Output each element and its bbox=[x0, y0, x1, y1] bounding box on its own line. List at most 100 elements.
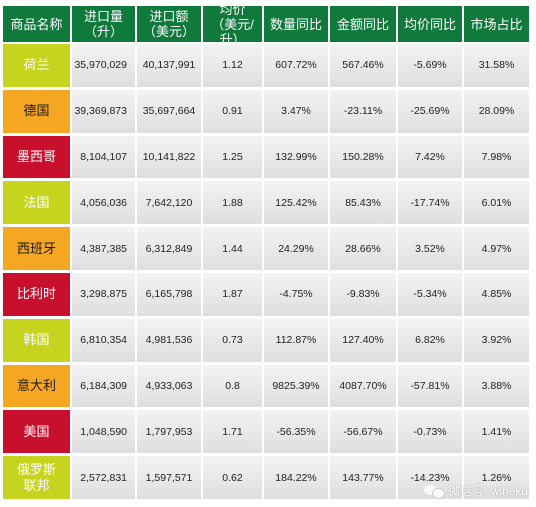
price-cell: 0.91 bbox=[203, 89, 264, 136]
volume-yoy-cell: -56.35% bbox=[264, 410, 330, 457]
header-label: 市场占比 bbox=[470, 17, 522, 32]
country-name-line1: 俄罗斯 bbox=[16, 461, 56, 477]
header-label: 均价同比 bbox=[404, 17, 456, 32]
price-cell: 1.12 bbox=[203, 44, 264, 90]
amount-yoy-cell: 127.40% bbox=[330, 318, 398, 365]
volume-yoy-cell: 112.87% bbox=[264, 318, 330, 365]
price-yoy-cell: 7.42% bbox=[398, 135, 464, 182]
header-line1: 进口量 bbox=[83, 9, 123, 24]
country-name-cell: 比利时 bbox=[3, 272, 72, 319]
header-cell: 均价 （美元/升） bbox=[203, 2, 264, 47]
country-name-line1: 荷兰 bbox=[23, 57, 50, 73]
share-cell: 28.09% bbox=[464, 89, 531, 136]
header-cell: 均价同比 bbox=[398, 6, 464, 44]
header-cell: 数量同比 bbox=[264, 6, 330, 44]
volume-yoy-cell: 24.29% bbox=[264, 227, 330, 273]
header-label: 进口量 （升） bbox=[84, 9, 123, 39]
share-cell: 1.26% bbox=[464, 456, 531, 502]
volume-cell: 3,298,875 bbox=[72, 272, 137, 319]
amount-cell: 4,981,536 bbox=[137, 318, 203, 365]
price-cell: 1.71 bbox=[203, 410, 264, 457]
country-name-cell: 韩国 bbox=[3, 318, 72, 365]
volume-yoy-cell: 3.47% bbox=[264, 89, 330, 136]
volume-cell: 4,056,036 bbox=[72, 181, 137, 228]
import-table: 商品名称 进口量 （升） 进口额 （美元） 均价 （美元/升） 数量同比 金额同比 均价同比 市场占… bbox=[3, 2, 531, 502]
header-cell: 进口额 （美元） bbox=[137, 6, 203, 44]
country-name-line1: 比利时 bbox=[16, 286, 56, 302]
price-yoy-cell: -25.69% bbox=[398, 89, 464, 136]
amount-yoy-cell: 567.46% bbox=[330, 44, 398, 90]
country-name-cell: 美国 bbox=[3, 410, 72, 457]
amount-cell: 4,933,063 bbox=[137, 364, 203, 411]
country-name-line1: 美国 bbox=[23, 423, 50, 439]
country-name-cell: 西班牙 bbox=[3, 227, 72, 273]
header-line1: 均价同比 bbox=[403, 16, 456, 32]
amount-cell: 1,597,571 bbox=[137, 456, 203, 502]
price-yoy-cell: -57.81% bbox=[398, 364, 464, 411]
share-cell: 3.88% bbox=[464, 364, 531, 411]
volume-cell: 2,572,831 bbox=[72, 456, 137, 502]
country-name-cell: 荷兰 bbox=[3, 44, 72, 90]
header-line2: （美元） bbox=[142, 24, 195, 39]
country-name-line2: 联邦 bbox=[23, 477, 50, 493]
price-cell: 0.62 bbox=[203, 456, 264, 502]
volume-yoy-cell: 125.42% bbox=[264, 181, 330, 228]
amount-cell: 35,697,664 bbox=[137, 89, 203, 136]
country-name-cell: 俄罗斯 联邦 bbox=[3, 456, 72, 502]
wechat-watermark: 微信号: wineku bbox=[423, 482, 528, 499]
volume-cell: 1,048,590 bbox=[72, 410, 137, 457]
header-line1: 进口额 bbox=[149, 9, 189, 24]
volume-cell: 6,184,309 bbox=[72, 364, 137, 411]
country-name: 德国 bbox=[23, 103, 49, 119]
price-yoy-cell: 6.82% bbox=[398, 318, 464, 365]
country-name: 意大利 bbox=[17, 378, 56, 394]
country-name-cell: 墨西哥 bbox=[3, 135, 72, 182]
country-name-line1: 法国 bbox=[23, 194, 50, 210]
header-line2: （美元/升） bbox=[211, 16, 254, 47]
header-cell: 商品名称 bbox=[3, 6, 72, 44]
price-cell: 1.44 bbox=[203, 227, 264, 273]
price-yoy-cell: -5.34% bbox=[398, 272, 464, 319]
share-cell: 7.98% bbox=[464, 135, 531, 182]
volume-cell: 35,970,029 bbox=[72, 44, 137, 90]
header-line1: 均价 bbox=[219, 1, 246, 17]
amount-cell: 40,137,991 bbox=[137, 44, 203, 90]
volume-yoy-cell: 132.99% bbox=[264, 135, 330, 182]
header-cell: 金额同比 bbox=[330, 6, 398, 44]
share-cell: 4.97% bbox=[464, 227, 531, 273]
country-name-line1: 西班牙 bbox=[16, 240, 56, 256]
price-yoy-cell: 3.52% bbox=[398, 227, 464, 273]
header-line1: 市场占比 bbox=[470, 16, 523, 32]
country-name-line1: 墨西哥 bbox=[16, 148, 56, 164]
volume-cell: 8,104,107 bbox=[72, 135, 137, 182]
header-label: 金额同比 bbox=[337, 17, 389, 32]
header-label: 均价 （美元/升） bbox=[205, 2, 260, 47]
country-name-cell: 意大利 bbox=[3, 364, 72, 411]
volume-yoy-cell: 184.22% bbox=[264, 456, 330, 502]
share-cell: 4.85% bbox=[464, 272, 531, 319]
header-line1: 金额同比 bbox=[336, 16, 389, 32]
country-name: 韩国 bbox=[23, 332, 49, 348]
country-name-line1: 意大利 bbox=[16, 377, 56, 393]
amount-yoy-cell: -56.67% bbox=[330, 410, 398, 457]
country-name: 法国 bbox=[23, 195, 49, 211]
amount-yoy-cell: 150.28% bbox=[330, 135, 398, 182]
country-name: 俄罗斯 联邦 bbox=[17, 462, 56, 494]
share-cell: 1.41% bbox=[464, 410, 531, 457]
amount-cell: 7,642,120 bbox=[137, 181, 203, 228]
country-name: 比利时 bbox=[17, 286, 56, 302]
country-name: 西班牙 bbox=[17, 241, 56, 257]
amount-cell: 6,165,798 bbox=[137, 272, 203, 319]
country-name-line1: 韩国 bbox=[23, 332, 50, 348]
price-cell: 1.87 bbox=[203, 272, 264, 319]
country-name-line1: 德国 bbox=[23, 103, 50, 119]
header-label: 商品名称 bbox=[10, 17, 62, 32]
header-label: 进口额 （美元） bbox=[143, 9, 195, 39]
country-name: 荷兰 bbox=[23, 57, 49, 73]
price-yoy-cell: -17.74% bbox=[398, 181, 464, 228]
country-name: 墨西哥 bbox=[17, 149, 56, 165]
volume-cell: 6,810,354 bbox=[72, 318, 137, 365]
watermark-text: 微信号: wineku bbox=[447, 484, 528, 498]
price-cell: 1.25 bbox=[203, 135, 264, 182]
share-cell: 31.58% bbox=[464, 44, 531, 90]
